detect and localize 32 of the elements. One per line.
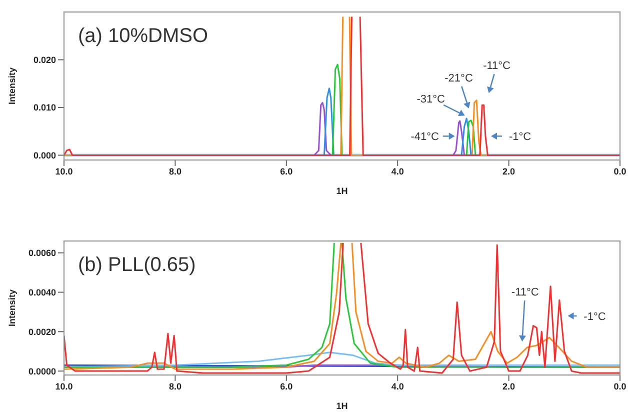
x-tick-label: 0.0 [614,166,626,176]
y-tick-label: 0.020 [33,54,56,65]
x-tick-label: 6.0 [280,381,293,392]
x-tick-label: 4.0 [391,166,404,176]
annotation: -1°C [508,131,532,144]
y-axis-title: Intensity [7,67,18,105]
annotation: -11°C [511,286,539,298]
x-tick-label: 8.0 [168,166,182,176]
annotation: -31°C [416,94,446,106]
x-tick-label: 6.0 [280,166,293,176]
text: (b) PLL(0.65) [78,254,196,276]
text: (a) 10%DMSO [78,25,208,47]
x-tick-label: 10.0 [55,166,73,176]
y-tick-label: 0.000 [33,150,56,160]
x-axis-title: 1H [336,401,348,411]
annotation: -1°C [584,310,606,323]
x-tick-label: 2.0 [502,381,516,392]
annotation: -11°C [483,60,511,72]
y-tick-label: 0.0040 [28,287,56,298]
annotation: -41°C [410,131,440,144]
y-axis-title: Intensity [7,289,18,327]
x-axis-title: 1H [336,186,348,196]
y-tick-label: 0.010 [33,102,56,113]
annotation: -21°C [444,72,473,84]
y-tick-label: 0.0060 [28,248,56,258]
x-tick-label: 10.0 [55,381,73,392]
x-tick-label: 4.0 [391,381,404,392]
x-tick-label: 2.0 [502,166,516,176]
y-tick-label: 0.0000 [28,366,56,376]
y-tick-label: 0.0020 [28,326,56,337]
x-tick-label: 0.0 [614,381,626,392]
x-tick-label: 8.0 [168,381,182,392]
